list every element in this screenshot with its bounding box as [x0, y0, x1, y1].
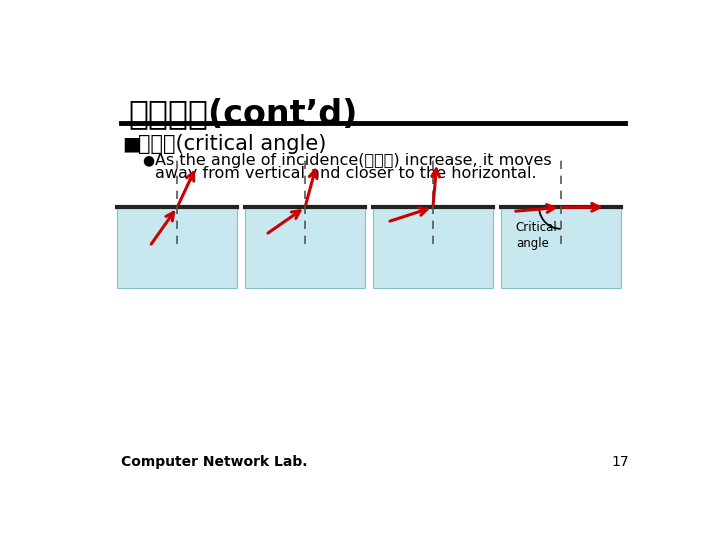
- Text: away from vertical and closer to the horizontal.: away from vertical and closer to the hor…: [155, 166, 536, 181]
- Bar: [373, 207, 493, 288]
- Text: Computer Network Lab.: Computer Network Lab.: [121, 455, 307, 469]
- Text: ■: ■: [122, 134, 141, 153]
- Text: As the angle of incidence(입사각) increase, it moves: As the angle of incidence(입사각) increase,…: [155, 153, 552, 167]
- Text: ●: ●: [143, 153, 155, 167]
- Bar: [500, 207, 621, 288]
- Bar: [245, 207, 365, 288]
- Text: Critical
angle: Critical angle: [516, 221, 557, 250]
- Text: 임계각(critical angle): 임계각(critical angle): [138, 134, 326, 154]
- Text: 유도매체(cont’d): 유도매체(cont’d): [129, 97, 358, 130]
- Bar: [117, 207, 238, 288]
- Text: 17: 17: [611, 455, 629, 469]
